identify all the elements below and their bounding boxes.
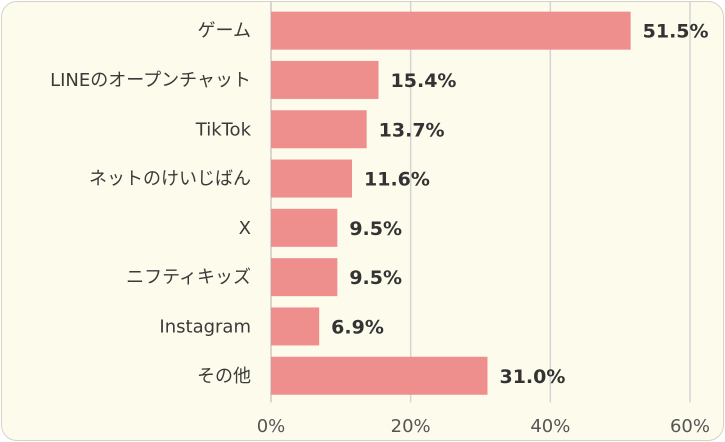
category-label: その他 <box>197 366 251 387</box>
bar <box>271 356 488 395</box>
value-label: 51.5% <box>643 21 709 43</box>
value-label: 9.5% <box>349 218 402 240</box>
category-label: ネットのけいじばん <box>89 169 251 190</box>
x-tick-label: 20% <box>391 416 431 437</box>
category-label: X <box>239 218 251 239</box>
bar <box>271 208 338 247</box>
bar <box>271 307 320 346</box>
value-labels: 51.5% 15.4% 13.7% 11.6% 9.5% 9.5% 6.9% 31.0% <box>331 21 708 388</box>
category-label: ゲーム <box>198 21 251 42</box>
bar <box>271 60 379 99</box>
bar <box>271 11 631 50</box>
value-label: 9.5% <box>349 267 402 289</box>
x-tick-label: 0% <box>257 416 286 437</box>
value-label: 11.6% <box>364 169 430 191</box>
value-label: 6.9% <box>331 316 384 338</box>
value-label: 31.0% <box>499 366 565 388</box>
category-label: ニフティキッズ <box>126 267 251 288</box>
category-label: LINEのオープンチャット <box>50 70 251 91</box>
category-label: Instagram <box>159 316 251 337</box>
bars <box>271 11 631 395</box>
value-label: 13.7% <box>379 119 445 141</box>
category-label: TikTok <box>195 119 252 140</box>
x-tick-label: 40% <box>530 416 570 437</box>
bar <box>271 159 353 198</box>
x-tick-label: 60% <box>670 416 710 437</box>
bar <box>271 110 367 149</box>
category-labels: ゲーム LINEのオープンチャット TikTok ネットのけいじばん X ニフティキッズ I… <box>50 21 251 387</box>
value-label: 15.4% <box>391 70 457 92</box>
x-tick-labels: 0% 20% 40% 60% <box>257 416 710 437</box>
bar <box>271 258 338 297</box>
